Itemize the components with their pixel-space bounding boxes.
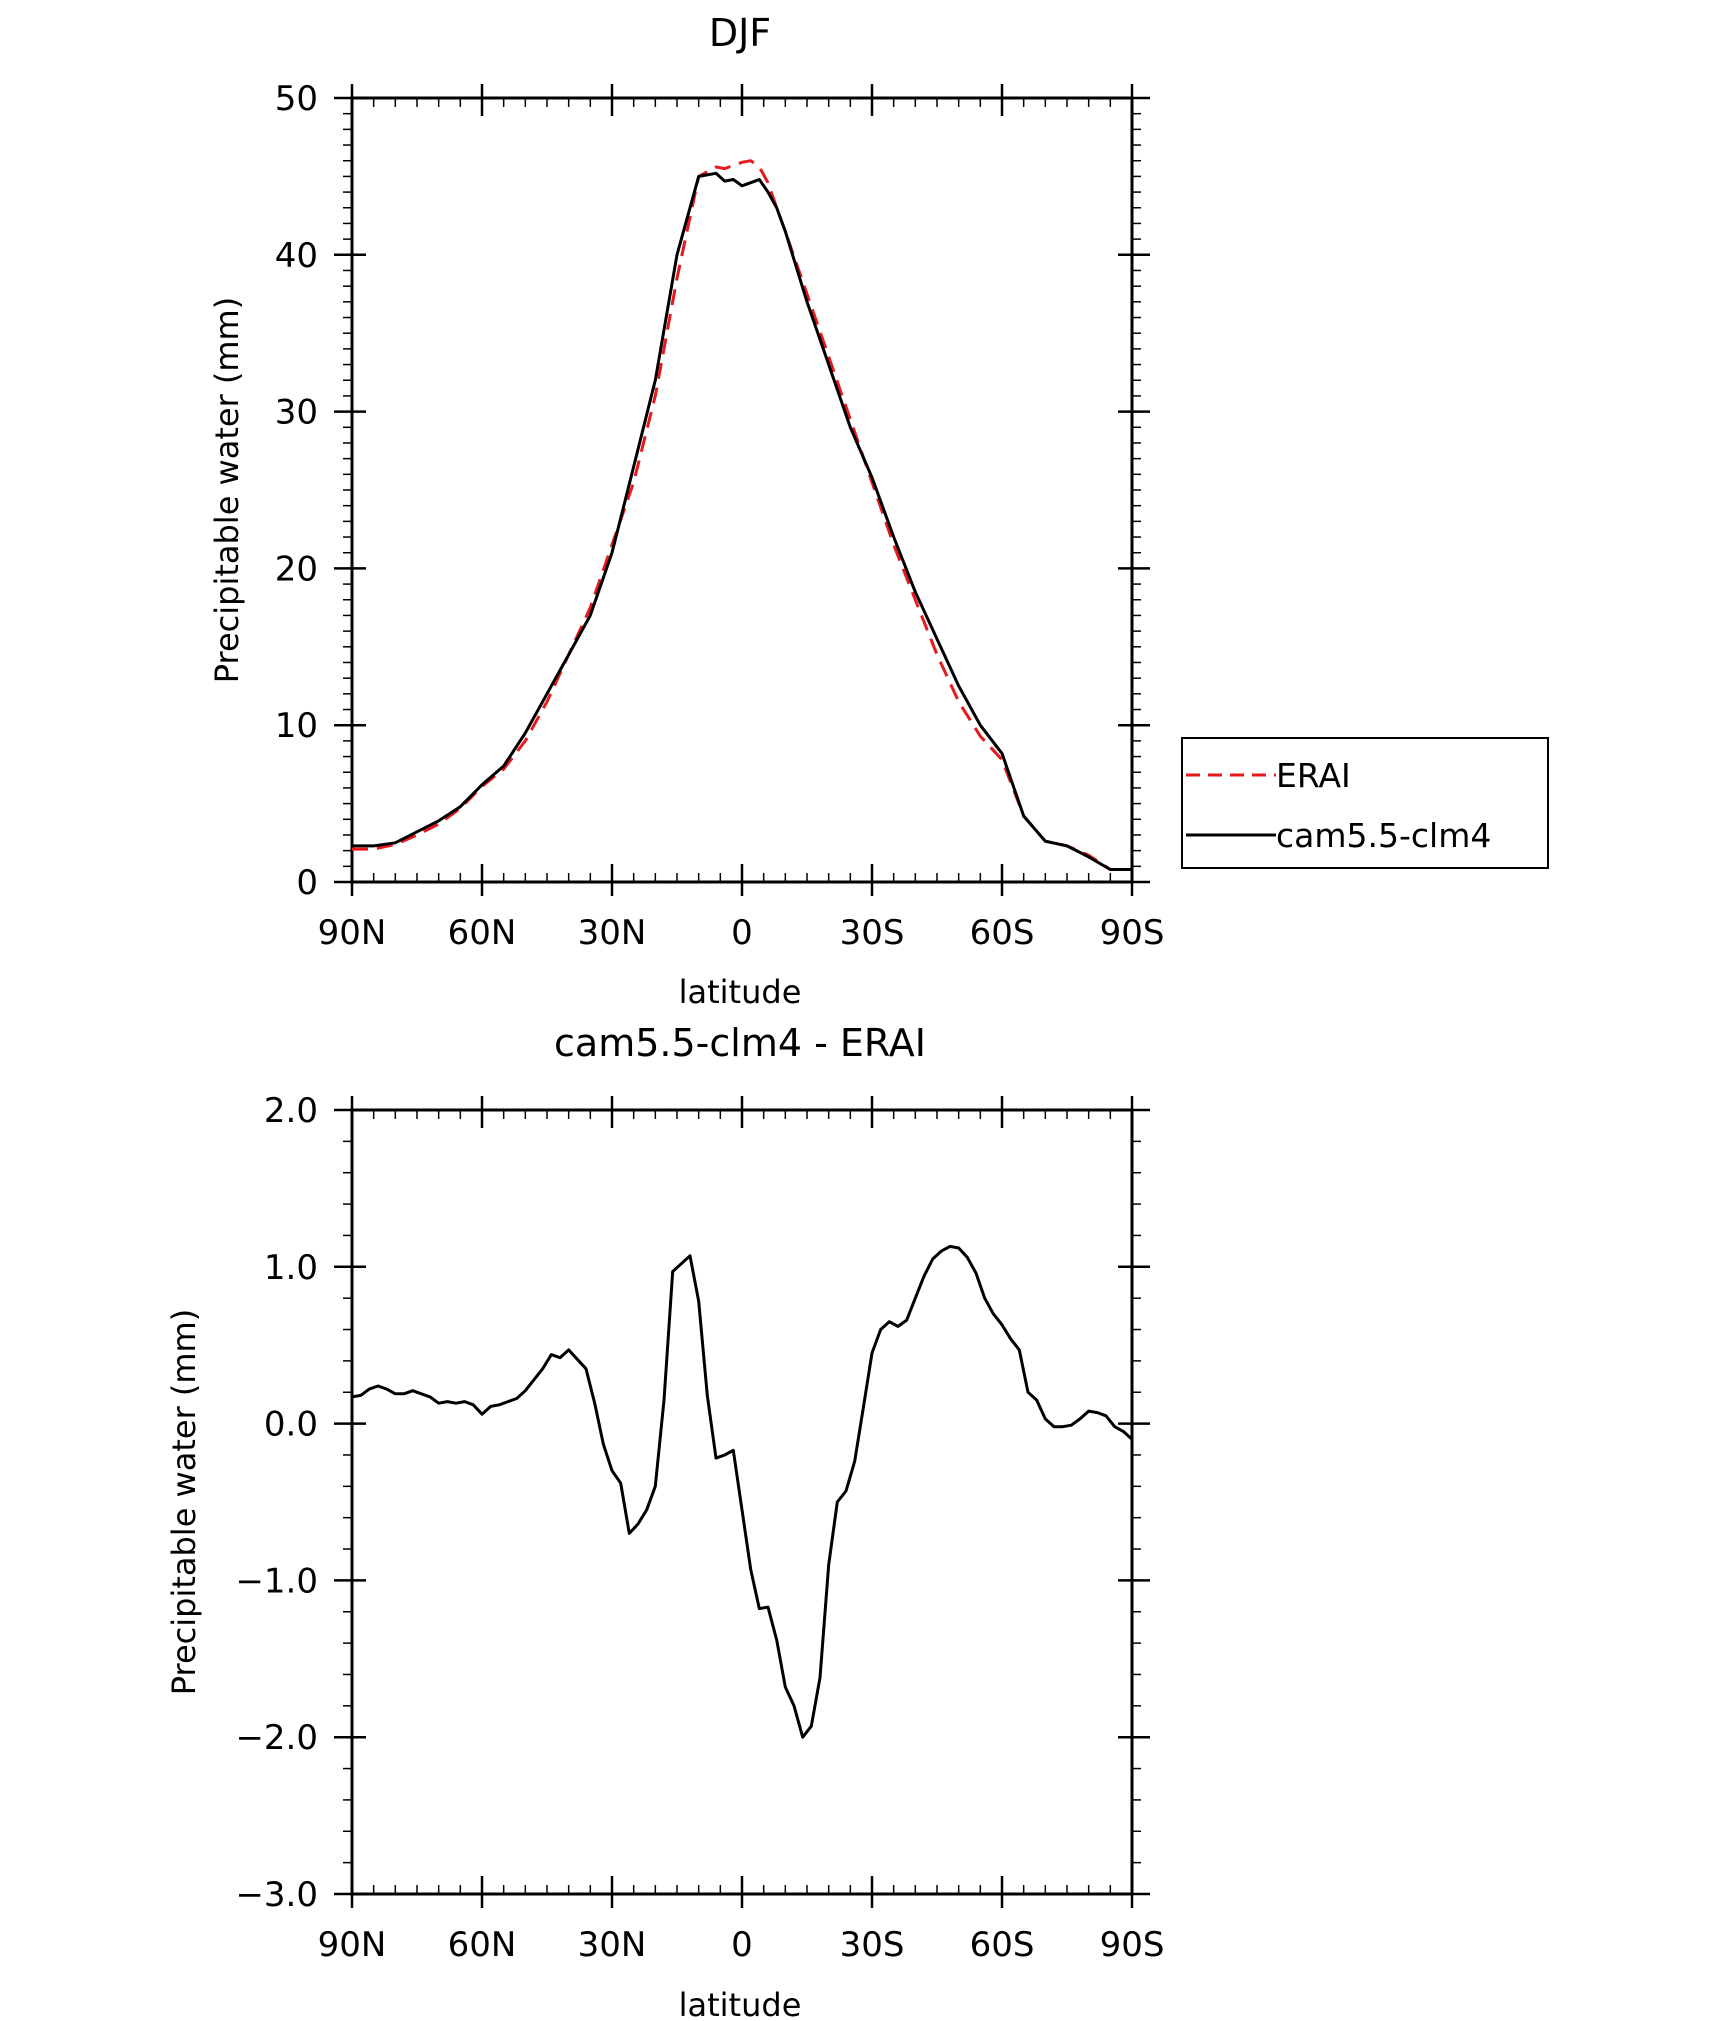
x-tick-label: 30S <box>840 1925 905 1965</box>
legend: ERAI cam5.5-clm4 <box>1181 737 1549 869</box>
x-tick-label: 0 <box>731 1925 753 1965</box>
top-panel-title: DJF <box>709 11 771 55</box>
y-tick-label: 0 <box>296 863 318 903</box>
y-tick-label: 20 <box>275 549 318 589</box>
series-line-0-0 <box>352 159 1132 871</box>
x-tick-label: 90N <box>318 1925 387 1965</box>
y-tick-label: 1.0 <box>264 1248 318 1288</box>
top-series <box>352 159 1132 871</box>
top-panel: DJF 90N 60N 30N 0 30S 60S 90S 0 10 20 30 40 50 latit… <box>208 11 1164 1011</box>
bottom-panel: cam5.5-clm4 - ERAI 90N 60N 30N 0 30S 60S 90S −3… <box>165 1021 1164 2021</box>
y-tick-label: 30 <box>275 393 318 433</box>
series-line-1-0 <box>351 1244 1134 1739</box>
x-tick-label: 30N <box>578 1925 647 1965</box>
x-tick-label: 60S <box>970 913 1035 953</box>
top-plot-frame <box>350 96 1134 884</box>
y-tick-label: 2.0 <box>264 1091 318 1131</box>
legend-box <box>1181 737 1549 869</box>
top-y-axis-label: Precipitable water (mm) <box>208 297 246 683</box>
x-tick-label: 60N <box>448 913 517 953</box>
y-tick-label: −1.0 <box>235 1561 318 1601</box>
x-tick-label: 90N <box>318 913 387 953</box>
x-tick-label: 60S <box>970 1925 1035 1965</box>
top-x-axis-label: latitude <box>679 973 802 1011</box>
y-tick-label: −2.0 <box>235 1718 318 1758</box>
y-tick-label: 0.0 <box>264 1405 318 1445</box>
bottom-y-axis-label: Precipitable water (mm) <box>165 1309 203 1695</box>
y-tick-label: 10 <box>275 706 318 746</box>
x-tick-label: 30N <box>578 913 647 953</box>
x-tick-label: 90S <box>1100 1925 1165 1965</box>
y-tick-label: 50 <box>275 79 318 119</box>
bottom-x-axis-label: latitude <box>679 1986 802 2021</box>
bottom-panel-title: cam5.5-clm4 - ERAI <box>554 1021 926 1065</box>
legend-label-cam: cam5.5-clm4 <box>1276 816 1491 855</box>
legend-label-erai: ERAI <box>1276 756 1351 795</box>
bottom-ticks: 90N 60N 30N 0 30S 60S 90S −3.0 −2.0 −1.0 0.0 1.0 2.0 <box>235 1091 1164 1965</box>
x-tick-label: 0 <box>731 913 753 953</box>
y-tick-label: −3.0 <box>235 1875 318 1915</box>
x-tick-label: 90S <box>1100 913 1165 953</box>
x-tick-label: 30S <box>840 913 905 953</box>
series-line-0-1 <box>352 171 1132 871</box>
y-tick-label: 40 <box>275 236 318 276</box>
top-ticks: 90N 60N 30N 0 30S 60S 90S 0 10 20 30 40 50 <box>275 79 1165 953</box>
bottom-series <box>351 1244 1134 1739</box>
x-tick-label: 60N <box>448 1925 517 1965</box>
